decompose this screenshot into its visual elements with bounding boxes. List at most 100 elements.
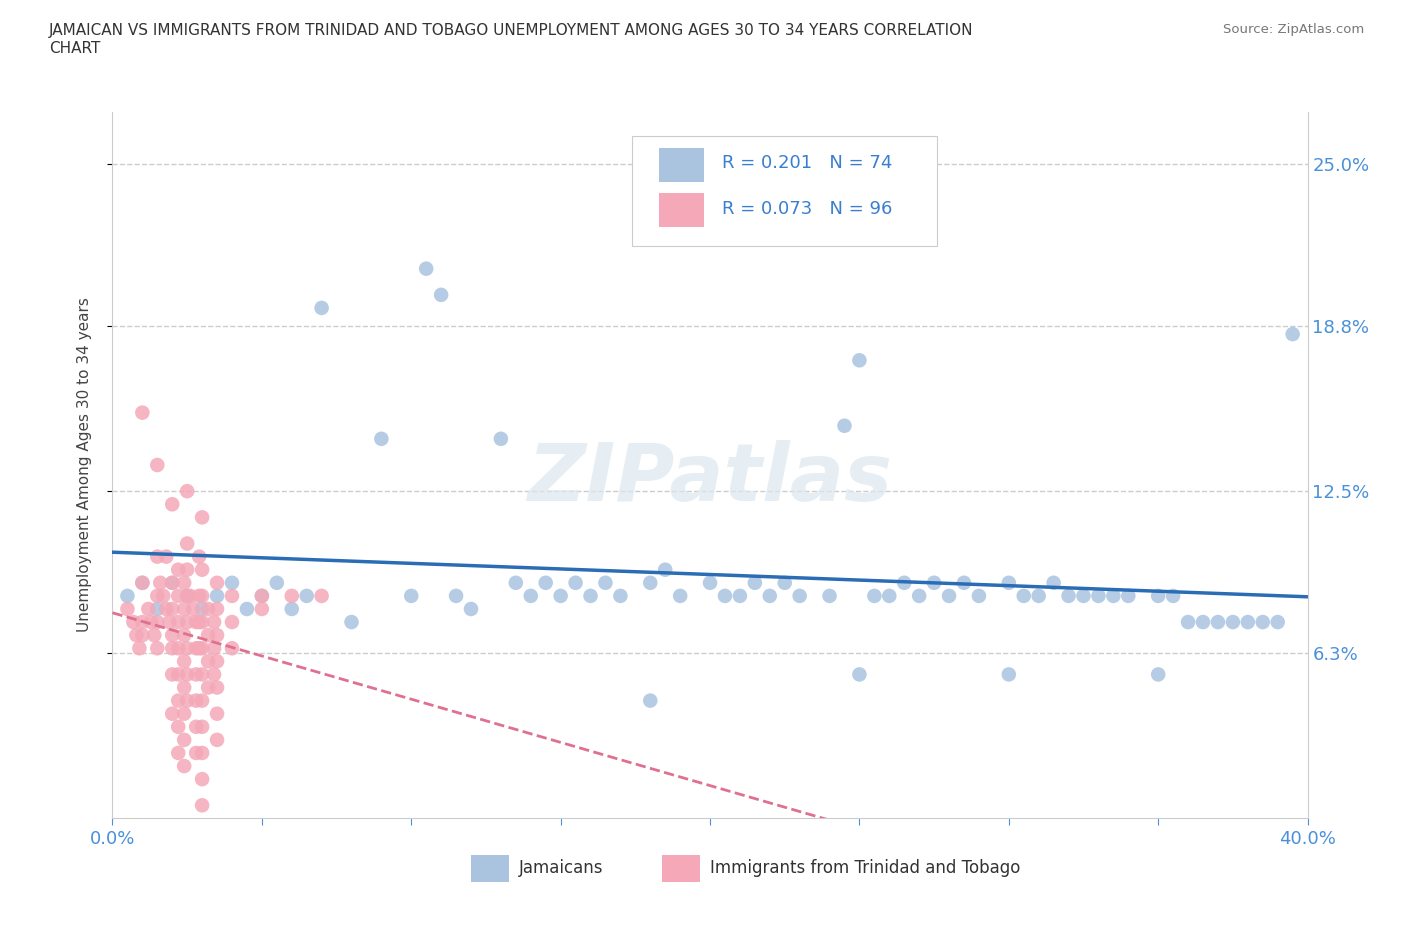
Point bbox=[250, 589, 273, 604]
Point bbox=[669, 589, 692, 604]
Point bbox=[938, 589, 960, 604]
Point bbox=[191, 602, 214, 617]
Bar bbox=[471, 856, 509, 882]
Point bbox=[197, 628, 219, 643]
Point bbox=[167, 563, 190, 578]
Point bbox=[221, 576, 243, 591]
Point bbox=[188, 615, 211, 630]
Point bbox=[340, 615, 363, 630]
Point bbox=[863, 589, 886, 604]
Point bbox=[714, 589, 737, 604]
Point bbox=[415, 261, 437, 276]
Point bbox=[173, 576, 195, 591]
Point bbox=[205, 589, 228, 604]
Point bbox=[197, 602, 219, 617]
Point bbox=[311, 300, 333, 315]
Point bbox=[550, 589, 572, 604]
Point bbox=[728, 589, 751, 604]
Point bbox=[186, 641, 208, 656]
Point bbox=[162, 497, 183, 512]
Point bbox=[173, 602, 195, 617]
Point bbox=[128, 641, 150, 656]
Point bbox=[1012, 589, 1035, 604]
Point bbox=[162, 576, 183, 591]
Point bbox=[773, 576, 796, 591]
Point bbox=[173, 706, 195, 721]
Point bbox=[818, 589, 841, 604]
Point bbox=[967, 589, 990, 604]
Point bbox=[176, 693, 198, 708]
Point bbox=[893, 576, 915, 591]
Point bbox=[167, 746, 190, 761]
Point bbox=[609, 589, 631, 604]
Point bbox=[953, 576, 976, 591]
Point bbox=[1147, 667, 1170, 682]
Point bbox=[1042, 576, 1064, 591]
Point bbox=[173, 759, 195, 774]
Point bbox=[370, 432, 392, 446]
Point bbox=[188, 550, 211, 565]
Point bbox=[141, 615, 163, 630]
Point bbox=[186, 693, 208, 708]
Point bbox=[162, 706, 183, 721]
Text: Jamaicans: Jamaicans bbox=[519, 859, 603, 877]
Point bbox=[998, 667, 1021, 682]
Point bbox=[191, 719, 214, 734]
Point bbox=[173, 628, 195, 643]
Point bbox=[157, 615, 180, 630]
Point bbox=[202, 641, 225, 656]
Point bbox=[401, 589, 423, 604]
Point bbox=[1237, 615, 1260, 630]
Point bbox=[699, 576, 721, 591]
Point bbox=[281, 602, 304, 617]
Point bbox=[908, 589, 931, 604]
Point bbox=[186, 667, 208, 682]
Point bbox=[146, 458, 169, 472]
Point bbox=[122, 615, 145, 630]
Point bbox=[176, 615, 198, 630]
Point bbox=[176, 589, 198, 604]
Point bbox=[595, 576, 617, 591]
Point bbox=[117, 602, 139, 617]
Point bbox=[1147, 589, 1170, 604]
Point bbox=[1281, 326, 1303, 341]
Point bbox=[1073, 589, 1095, 604]
Point bbox=[295, 589, 318, 604]
Point bbox=[191, 641, 214, 656]
Point bbox=[155, 550, 177, 565]
Point bbox=[848, 352, 870, 367]
Point bbox=[1057, 589, 1080, 604]
Point bbox=[205, 733, 228, 748]
Point bbox=[191, 772, 214, 787]
Point bbox=[640, 576, 662, 591]
Point bbox=[146, 550, 169, 565]
Point bbox=[998, 576, 1021, 591]
Point bbox=[564, 576, 586, 591]
Point bbox=[173, 680, 195, 695]
Point bbox=[188, 641, 211, 656]
Point bbox=[186, 615, 208, 630]
Point bbox=[188, 589, 211, 604]
Point bbox=[146, 602, 169, 617]
Bar bbox=[658, 193, 704, 227]
Point bbox=[489, 432, 512, 446]
Point bbox=[176, 667, 198, 682]
Point bbox=[191, 746, 214, 761]
Point bbox=[444, 589, 467, 604]
Point bbox=[191, 667, 214, 682]
Point bbox=[430, 287, 453, 302]
Point bbox=[1251, 615, 1274, 630]
Point bbox=[1161, 589, 1184, 604]
Point bbox=[236, 602, 259, 617]
Point bbox=[191, 798, 214, 813]
Point bbox=[191, 510, 214, 525]
Point bbox=[922, 576, 945, 591]
Point bbox=[311, 589, 333, 604]
Text: ZIPatlas: ZIPatlas bbox=[527, 440, 893, 518]
Point bbox=[654, 563, 676, 578]
Point bbox=[534, 576, 557, 591]
Point bbox=[1118, 589, 1140, 604]
Point bbox=[173, 654, 195, 669]
Point bbox=[205, 680, 228, 695]
Point bbox=[176, 563, 198, 578]
